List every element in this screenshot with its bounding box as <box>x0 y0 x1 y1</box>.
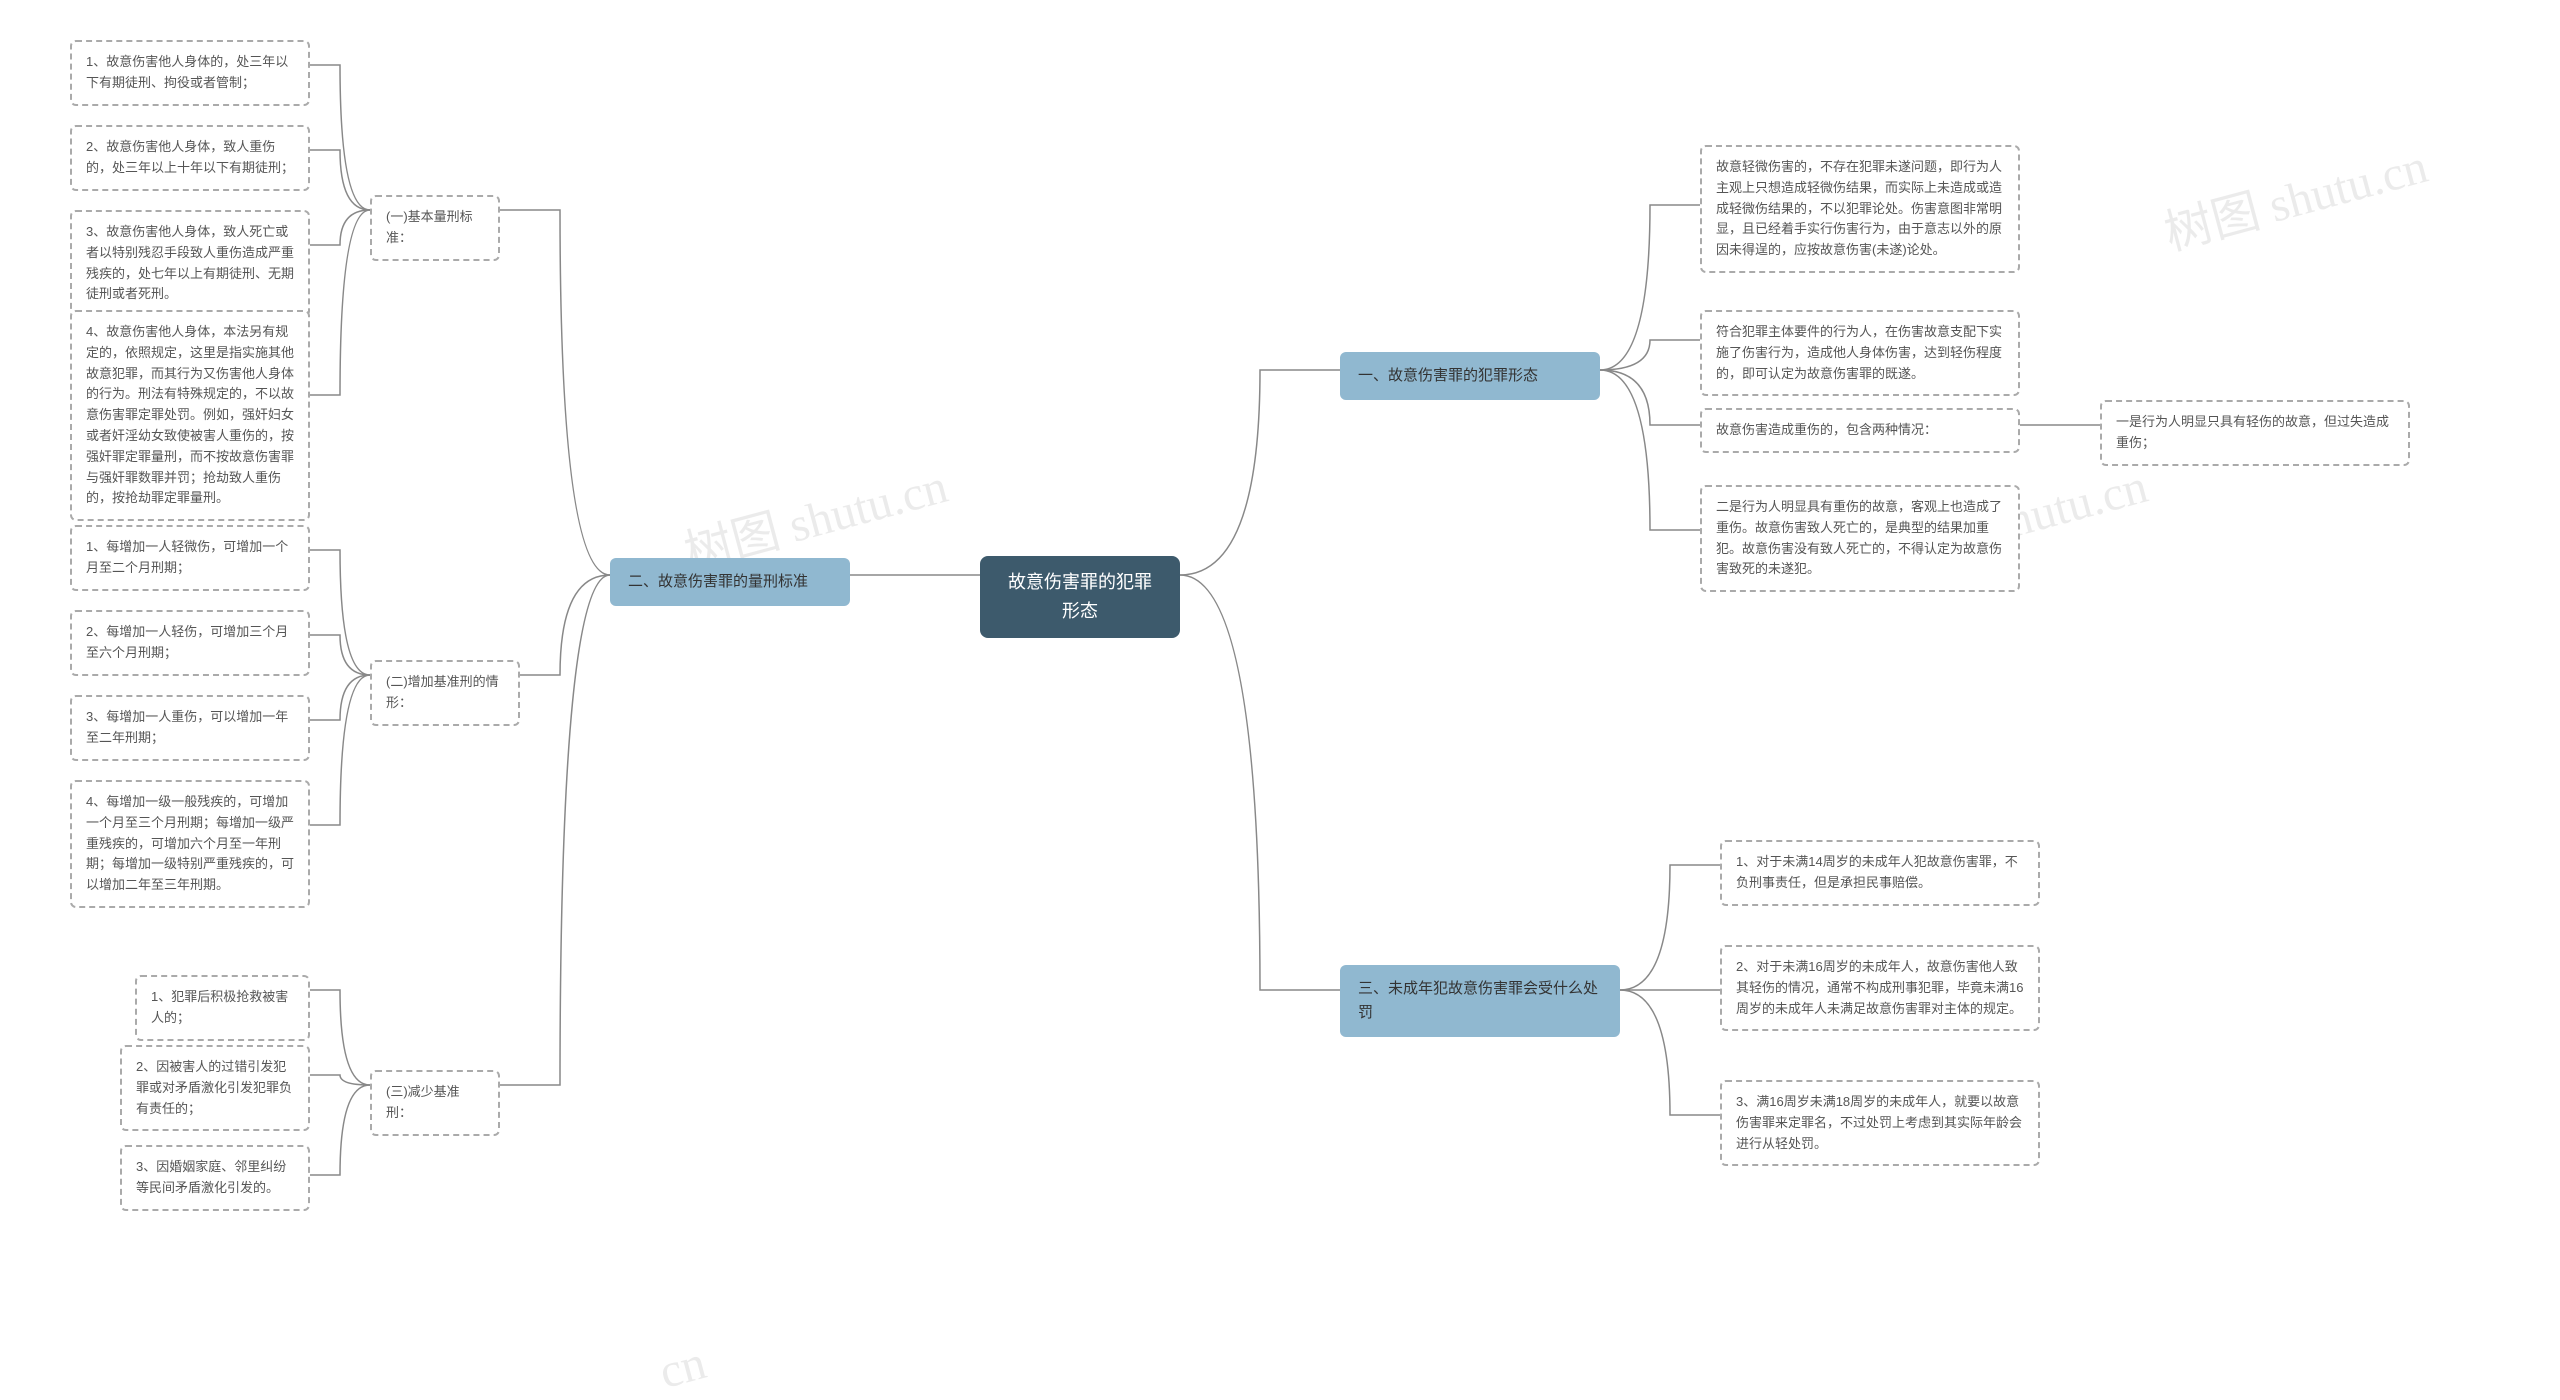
section-2-group-3: (三)减少基准刑： <box>370 1070 500 1136</box>
section-3-item-3: 3、满16周岁未满18周岁的未成年人，就要以故意伤害罪来定罪名，不过处罚上考虑到… <box>1720 1080 2040 1166</box>
section-2[interactable]: 二、故意伤害罪的量刑标准 <box>610 558 850 606</box>
section-2-group-2: (二)增加基准刑的情形： <box>370 660 520 726</box>
section-2-group-2-item-3: 3、每增加一人重伤，可以增加一年至二年刑期； <box>70 695 310 761</box>
section-2-group-1: (一)基本量刑标准： <box>370 195 500 261</box>
section-1-item-3: 故意伤害造成重伤的，包含两种情况： <box>1700 408 2020 453</box>
section-2-group-1-item-4: 4、故意伤害他人身体，本法另有规定的，依照规定，这里是指实施其他故意犯罪，而其行… <box>70 310 310 521</box>
section-1-item-4: 二是行为人明显具有重伤的故意，客观上也造成了重伤。故意伤害致人死亡的，是典型的结… <box>1700 485 2020 592</box>
section-2-group-3-item-3: 3、因婚姻家庭、邻里纠纷等民间矛盾激化引发的。 <box>120 1145 310 1211</box>
section-2-group-3-item-1: 1、犯罪后积极抢救被害人的； <box>135 975 310 1041</box>
section-2-group-2-item-2: 2、每增加一人轻伤，可增加三个月至六个月刑期； <box>70 610 310 676</box>
watermark: cn <box>654 1335 712 1400</box>
root-node[interactable]: 故意伤害罪的犯罪形态 <box>980 556 1180 638</box>
section-2-group-1-item-1: 1、故意伤害他人身体的，处三年以下有期徒刑、拘役或者管制； <box>70 40 310 106</box>
section-1-item-3-sub: 一是行为人明显只具有轻伤的故意，但过失造成重伤； <box>2100 400 2410 466</box>
section-3[interactable]: 三、未成年犯故意伤害罪会受什么处罚 <box>1340 965 1620 1037</box>
section-1-item-2: 符合犯罪主体要件的行为人，在伤害故意支配下实施了伤害行为，造成他人身体伤害，达到… <box>1700 310 2020 396</box>
section-1[interactable]: 一、故意伤害罪的犯罪形态 <box>1340 352 1600 400</box>
section-2-group-1-item-2: 2、故意伤害他人身体，致人重伤的，处三年以上十年以下有期徒刑； <box>70 125 310 191</box>
section-3-item-1: 1、对于未满14周岁的未成年人犯故意伤害罪，不负刑事责任，但是承担民事赔偿。 <box>1720 840 2040 906</box>
section-1-item-1: 故意轻微伤害的，不存在犯罪未遂问题，即行为人主观上只想造成轻微伤结果，而实际上未… <box>1700 145 2020 273</box>
section-2-group-2-item-4: 4、每增加一级一般残疾的，可增加一个月至三个月刑期；每增加一级严重残疾的，可增加… <box>70 780 310 908</box>
section-3-item-2: 2、对于未满16周岁的未成年人，故意伤害他人致其轻伤的情况，通常不构成刑事犯罪，… <box>1720 945 2040 1031</box>
section-2-group-3-item-2: 2、因被害人的过错引发犯罪或对矛盾激化引发犯罪负有责任的； <box>120 1045 310 1131</box>
watermark: 树图 shutu.cn <box>2156 126 2434 263</box>
section-2-group-2-item-1: 1、每增加一人轻微伤，可增加一个月至二个月刑期； <box>70 525 310 591</box>
section-2-group-1-item-3: 3、故意伤害他人身体，致人死亡或者以特别残忍手段致人重伤造成严重残疾的，处七年以… <box>70 210 310 317</box>
